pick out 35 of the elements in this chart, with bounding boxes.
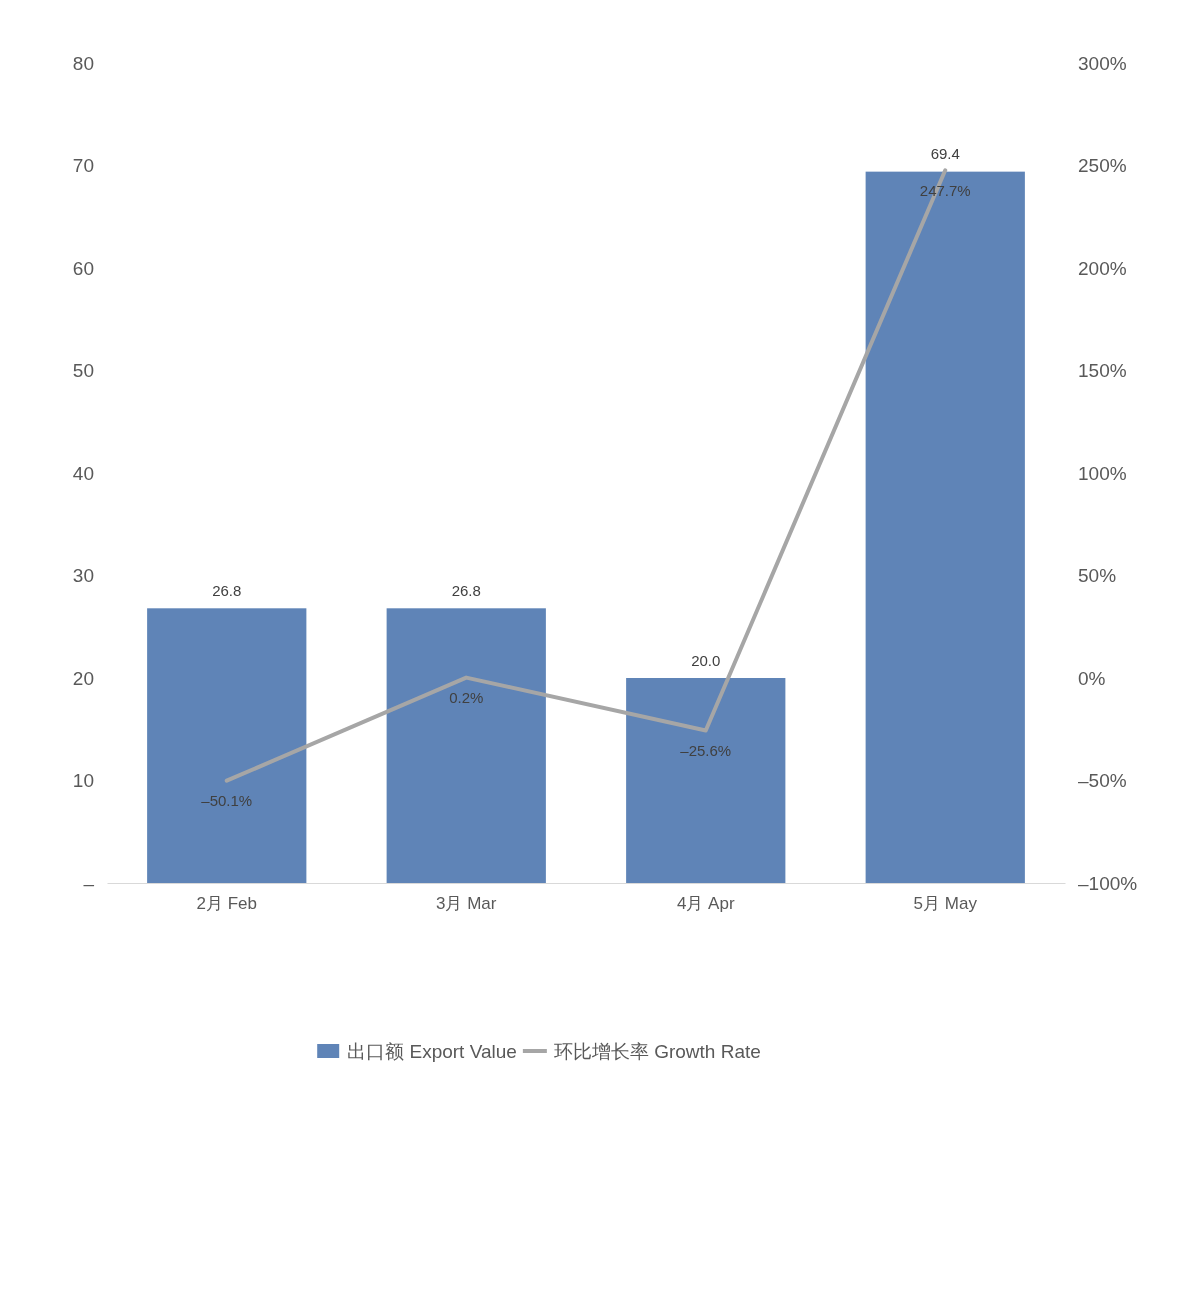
y2-tick-label: 100% — [1078, 462, 1127, 484]
x-tick-label: 2月 Feb — [196, 894, 257, 914]
data-label: 26.8 — [451, 581, 481, 599]
y-tick-label: – — [83, 872, 95, 894]
y-tick-label: 80 — [72, 52, 94, 74]
bar — [147, 608, 307, 883]
y-tick-label: 30 — [72, 565, 94, 587]
data-label: –50.1% — [201, 792, 253, 810]
y-tick-label: 60 — [72, 257, 94, 279]
bar — [386, 608, 546, 883]
y-tick-label: 20 — [72, 667, 94, 689]
legend-label: 出口额 Export Value — [347, 1040, 517, 1062]
y2-tick-label: –50% — [1078, 770, 1127, 792]
x-tick-label: 3月 Mar — [436, 894, 497, 914]
bar — [865, 171, 1025, 883]
data-label: 20.0 — [691, 651, 721, 669]
legend-label: 环比增长率 Growth Rate — [553, 1040, 761, 1062]
data-label: –25.6% — [680, 741, 732, 759]
y2-tick-label: 150% — [1078, 360, 1127, 382]
data-label: 0.2% — [449, 689, 484, 707]
y2-tick-label: 50% — [1078, 565, 1117, 587]
bar — [626, 678, 786, 883]
y2-tick-label: 0% — [1078, 667, 1106, 689]
x-tick-label: 5月 May — [913, 894, 978, 914]
y2-tick-label: –100% — [1078, 872, 1138, 894]
y2-tick-label: 300% — [1078, 52, 1127, 74]
data-label: 69.4 — [930, 145, 960, 163]
y-tick-label: 10 — [72, 770, 94, 792]
y2-tick-label: 250% — [1078, 155, 1127, 177]
y-tick-label: 70 — [72, 155, 94, 177]
y2-tick-label: 200% — [1078, 257, 1127, 279]
data-label: 26.8 — [212, 581, 242, 599]
y-tick-label: 50 — [72, 360, 94, 382]
x-tick-label: 4月 Apr — [676, 894, 735, 914]
y-tick-label: 40 — [72, 462, 94, 484]
